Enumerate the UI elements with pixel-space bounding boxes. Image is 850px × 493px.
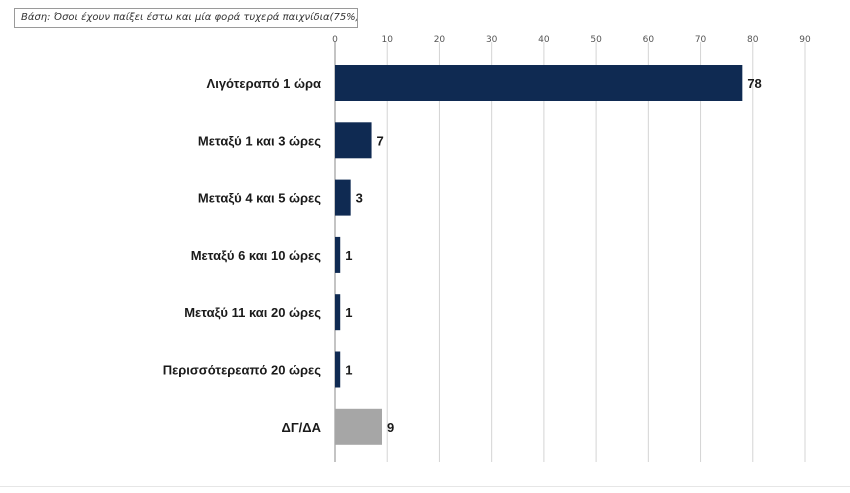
category-label: ΔΓ/ΔΑ [281,420,321,435]
x-tick-label: 10 [381,35,393,45]
category-labels: Λιγότεραπό 1 ώρα Μεταξύ 1 και 3 ώρες Μεταξ… [163,76,322,435]
x-tick-label: 20 [434,35,446,45]
grid-layer [334,42,806,462]
x-tick-label: 30 [486,35,498,45]
data-label: 9 [387,420,394,435]
data-label: 7 [377,133,384,148]
category-label: Μεταξύ 4 και 5 ώρες [198,191,321,206]
bottom-divider [0,486,850,487]
value-labels: 78 7 3 1 1 1 9 [345,76,762,435]
data-label: 1 [345,248,352,263]
x-tick-label: 80 [747,35,759,45]
category-label: Περισσότερεαπό 20 ώρες [163,363,322,378]
data-label: 1 [345,363,352,378]
x-tick-label: 0 [332,35,338,45]
x-tick-label: 50 [590,35,602,45]
bar [335,351,341,388]
x-axis-ticks: 0 10 20 30 40 50 60 70 80 90 [332,35,811,45]
bar [335,294,341,331]
x-tick-label: 70 [695,35,707,45]
category-label: Μεταξύ 1 και 3 ώρες [198,133,321,148]
x-tick-label: 40 [538,35,550,45]
bar [335,236,341,273]
x-tick-label: 90 [799,35,811,45]
data-label: 3 [356,191,363,206]
category-label: Μεταξύ 6 και 10 ώρες [191,248,322,263]
bar [335,122,372,159]
category-label: Μεταξύ 11 και 20 ώρες [184,305,321,320]
category-label: Λιγότεραπό 1 ώρα [207,76,321,91]
bar [335,408,382,445]
bars [335,65,743,445]
bar [335,65,743,101]
x-tick-label: 60 [643,35,655,45]
data-label: 1 [345,305,352,320]
base-note: Βάση: Όσοι έχουν παίξει έστω και μία φορ… [14,8,358,28]
data-label: 78 [747,76,761,91]
bar [335,179,351,216]
